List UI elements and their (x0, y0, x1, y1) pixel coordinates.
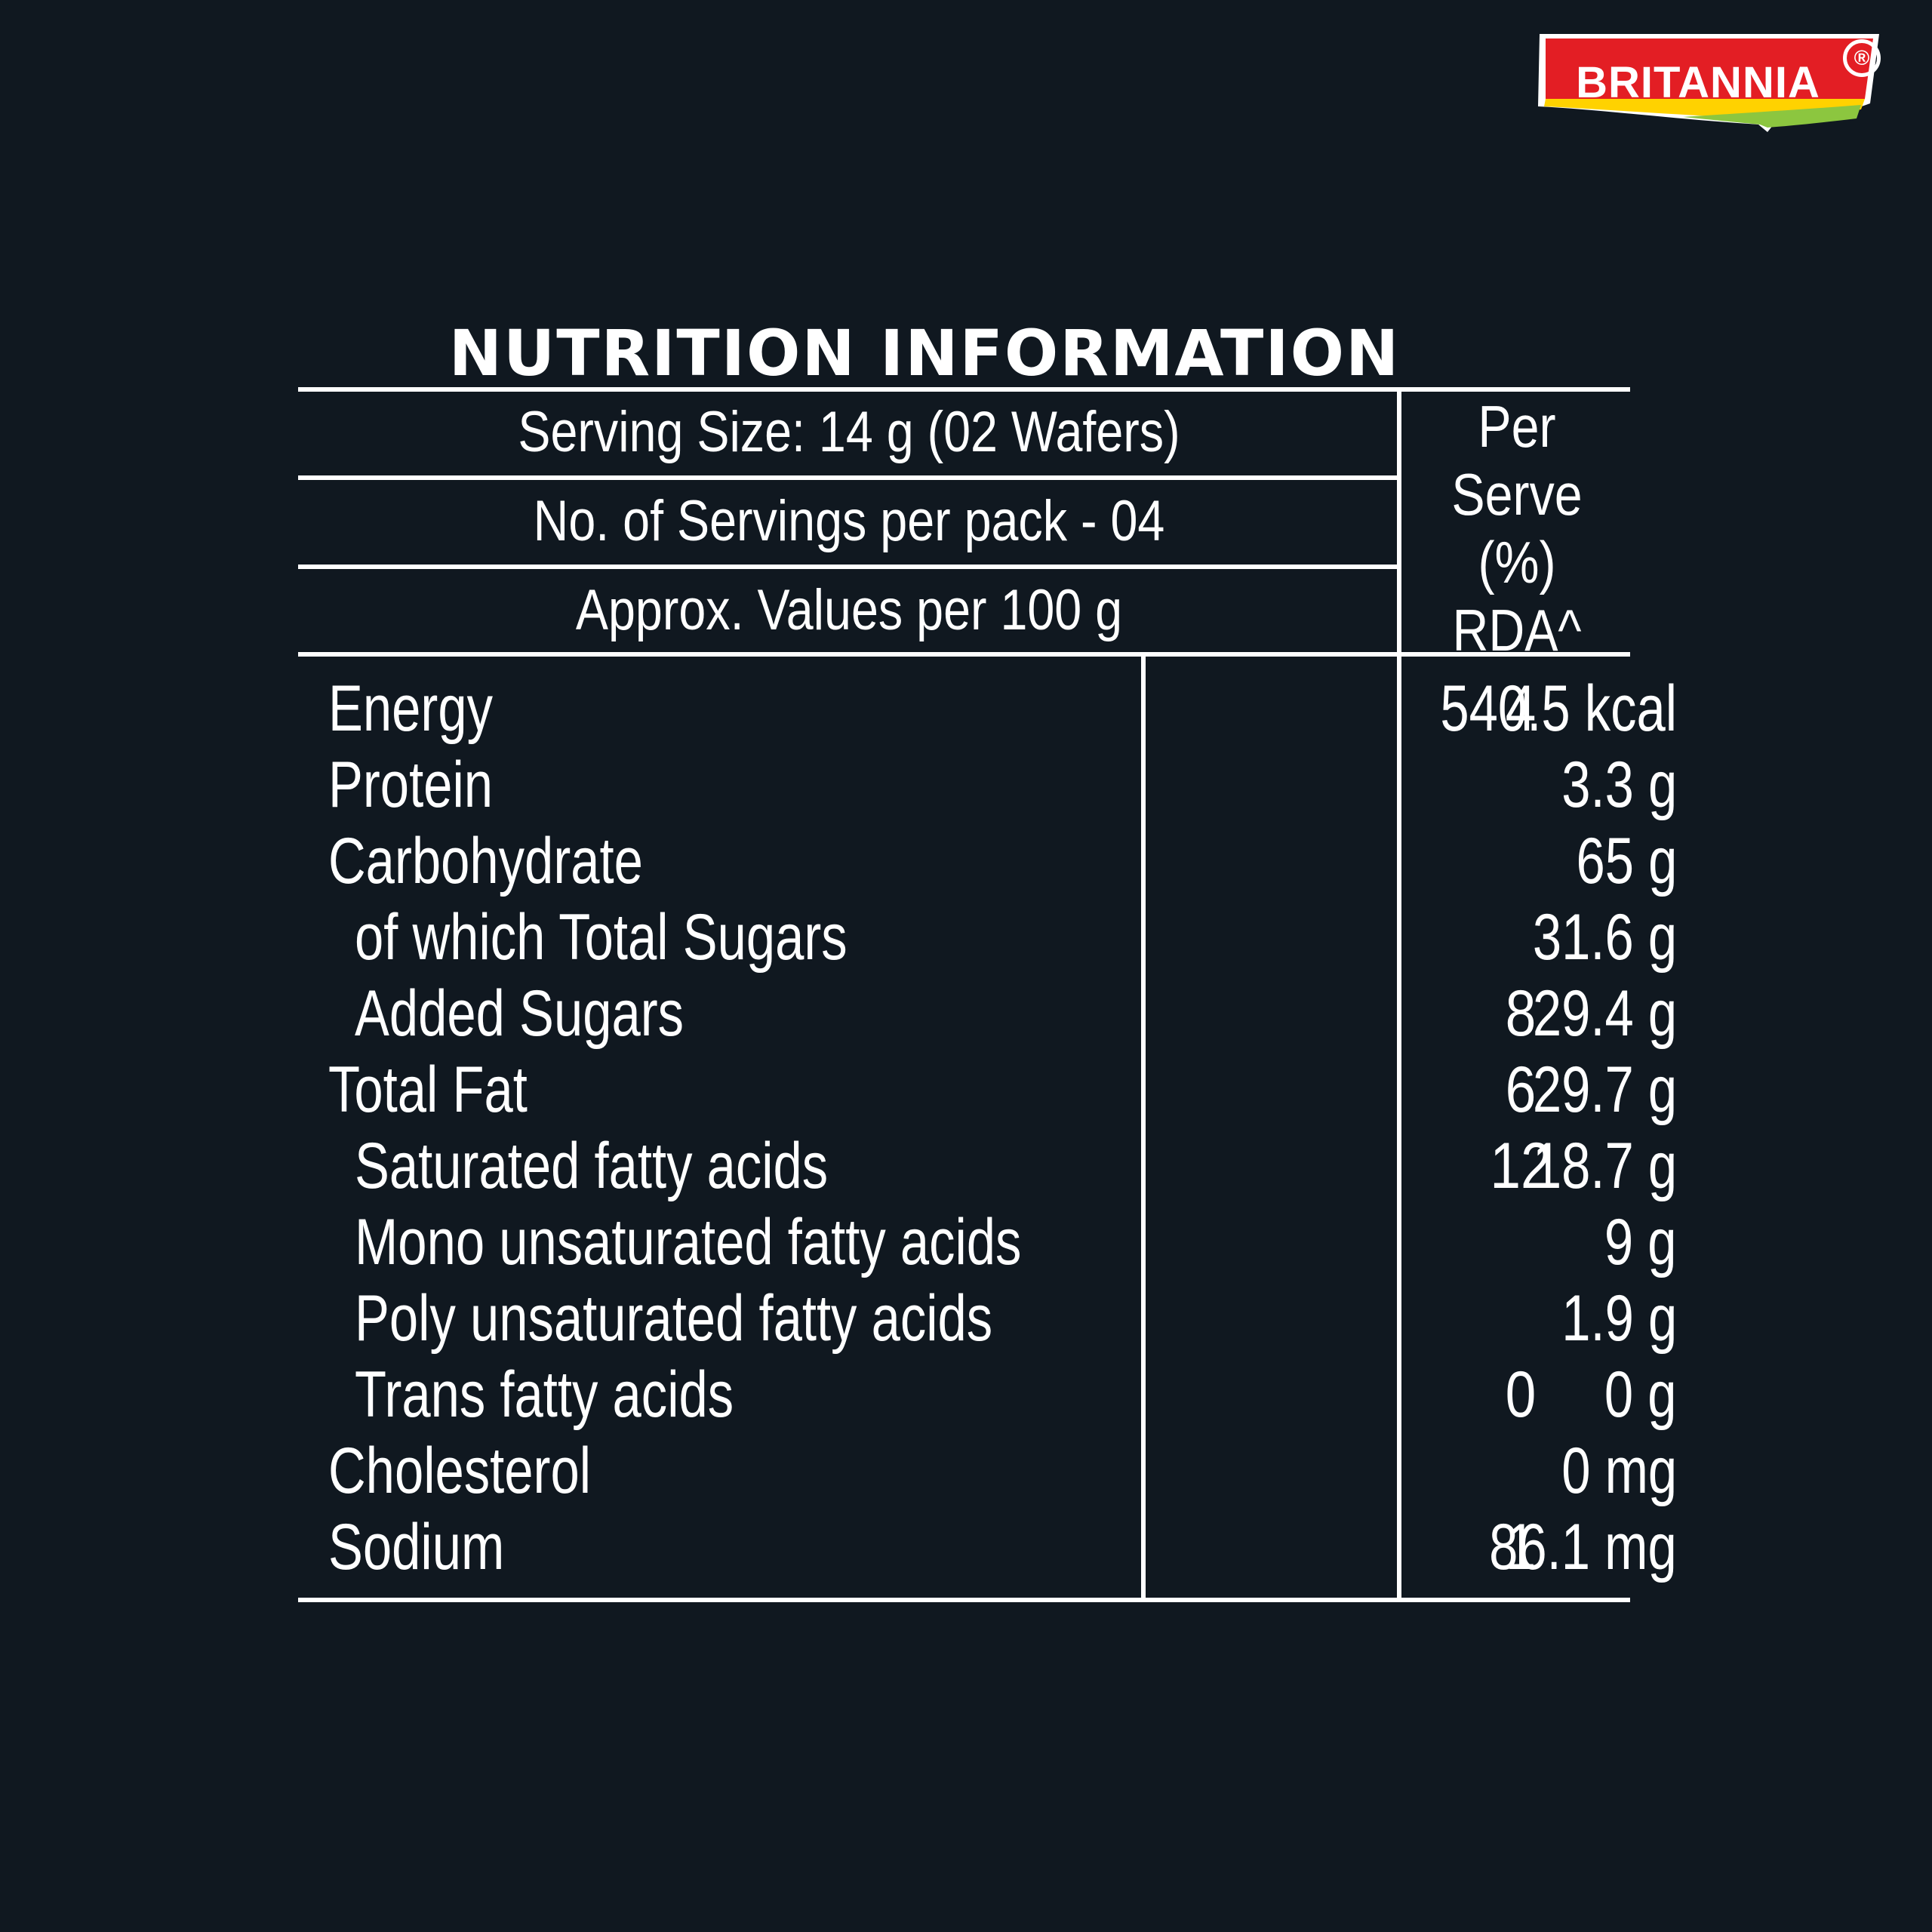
values-basis: Approx. Values per 100 g (575, 578, 1123, 642)
nutrient-rda: 1 (1505, 1511, 1537, 1583)
nutrient-name: Saturated fatty acids (355, 1130, 829, 1202)
rda-column-divider (1397, 387, 1401, 1602)
nutrient-rda: 6 (1505, 1054, 1537, 1126)
nutrient-rda (1425, 1280, 1617, 1357)
nutrient-rda: 12 (1490, 1130, 1552, 1202)
table-row: Sodium 86.1 mg 1 (298, 1509, 1677, 1586)
page-title: NUTRITION INFORMATION (448, 316, 1401, 390)
table-bottom-border (298, 1598, 1630, 1602)
nutrient-rda: 8 (1505, 977, 1537, 1050)
table-row: Cholesterol 0 mg (298, 1432, 1677, 1509)
nutrient-rda (1425, 1204, 1617, 1281)
nutrient-amount: 29.7 g (1532, 1054, 1677, 1126)
header-bottom-border (298, 652, 1630, 657)
serving-size: Serving Size: 14 g (02 Wafers) (518, 400, 1180, 464)
table-row: Poly unsaturated fatty acids 1.9 g (298, 1280, 1677, 1357)
nutrient-amount: 3.3 g (1561, 749, 1677, 821)
nutrient-rda (1425, 746, 1617, 823)
servings-per-pack: No. of Servings per pack - 04 (533, 489, 1165, 553)
nutrient-amount: 9 g (1604, 1206, 1677, 1278)
nutrient-amount: 18.7 g (1532, 1130, 1677, 1202)
nutrient-name: Mono unsaturated fatty acids (355, 1206, 1022, 1278)
nutrient-rda (1425, 899, 1617, 976)
table-row: Added Sugars 29.4 g 8 (298, 975, 1677, 1052)
table-row: Mono unsaturated fatty acids 9 g (298, 1204, 1677, 1281)
nutrient-name: Protein (328, 749, 493, 821)
nutrient-name: Sodium (328, 1511, 505, 1583)
rda-column-header: Per Serve (%) RDA^ (1421, 393, 1614, 663)
nutrient-name: Carbohydrate (328, 825, 643, 897)
britannia-logo (1538, 34, 1879, 132)
header-divider-2 (298, 565, 1400, 569)
nutrient-name: Poly unsaturated fatty acids (355, 1282, 993, 1355)
rda-header-line-3: (%) RDA^ (1452, 529, 1582, 663)
nutrient-rda: 0 (1505, 1358, 1537, 1431)
table-row: Saturated fatty acids 18.7 g 12 (298, 1128, 1677, 1204)
nutrient-amount: 65 g (1576, 825, 1677, 897)
rda-header-line-2: Serve (1451, 461, 1583, 528)
nutrient-rda: 4 (1505, 672, 1537, 745)
nutrient-name: Trans fatty acids (355, 1358, 734, 1431)
nutrient-amount: 0 g (1604, 1358, 1677, 1431)
logo-wordmark: BRITANNIA (1576, 58, 1820, 107)
nutrient-rda (1425, 823, 1617, 900)
nutrient-name: Added Sugars (355, 977, 685, 1050)
nutrient-amount: 1.9 g (1561, 1282, 1677, 1355)
table-row: Total Fat 29.7 g 6 (298, 1051, 1677, 1128)
amount-column-divider (1141, 652, 1146, 1602)
nutrient-name: Total Fat (328, 1054, 528, 1126)
rda-header-line-1: Per (1478, 393, 1556, 460)
nutrient-name: Cholesterol (328, 1435, 591, 1507)
table-row: Energy 540.5 kcal 4 (298, 670, 1677, 747)
nutrient-amount: 31.6 g (1532, 901, 1677, 974)
header-divider-1 (298, 475, 1400, 480)
table-row: Trans fatty acids 0 g 0 (298, 1356, 1677, 1433)
nutrient-amount: 29.4 g (1532, 977, 1677, 1050)
table-row: Protein 3.3 g (298, 746, 1677, 823)
registered-mark-icon: ® (1843, 39, 1881, 77)
nutrient-amount: 540.5 kcal (1440, 672, 1677, 745)
nutrient-name: Energy (328, 672, 493, 745)
nutrient-name: of which Total Sugars (355, 901, 848, 974)
table-top-border (298, 387, 1630, 392)
table-row: of which Total Sugars 31.6 g (298, 899, 1677, 976)
table-row: Carbohydrate 65 g (298, 823, 1677, 900)
nutrient-rda (1425, 1432, 1617, 1509)
nutrient-amount: 0 mg (1561, 1435, 1677, 1507)
nutrient-amount: 86.1 mg (1489, 1511, 1677, 1583)
